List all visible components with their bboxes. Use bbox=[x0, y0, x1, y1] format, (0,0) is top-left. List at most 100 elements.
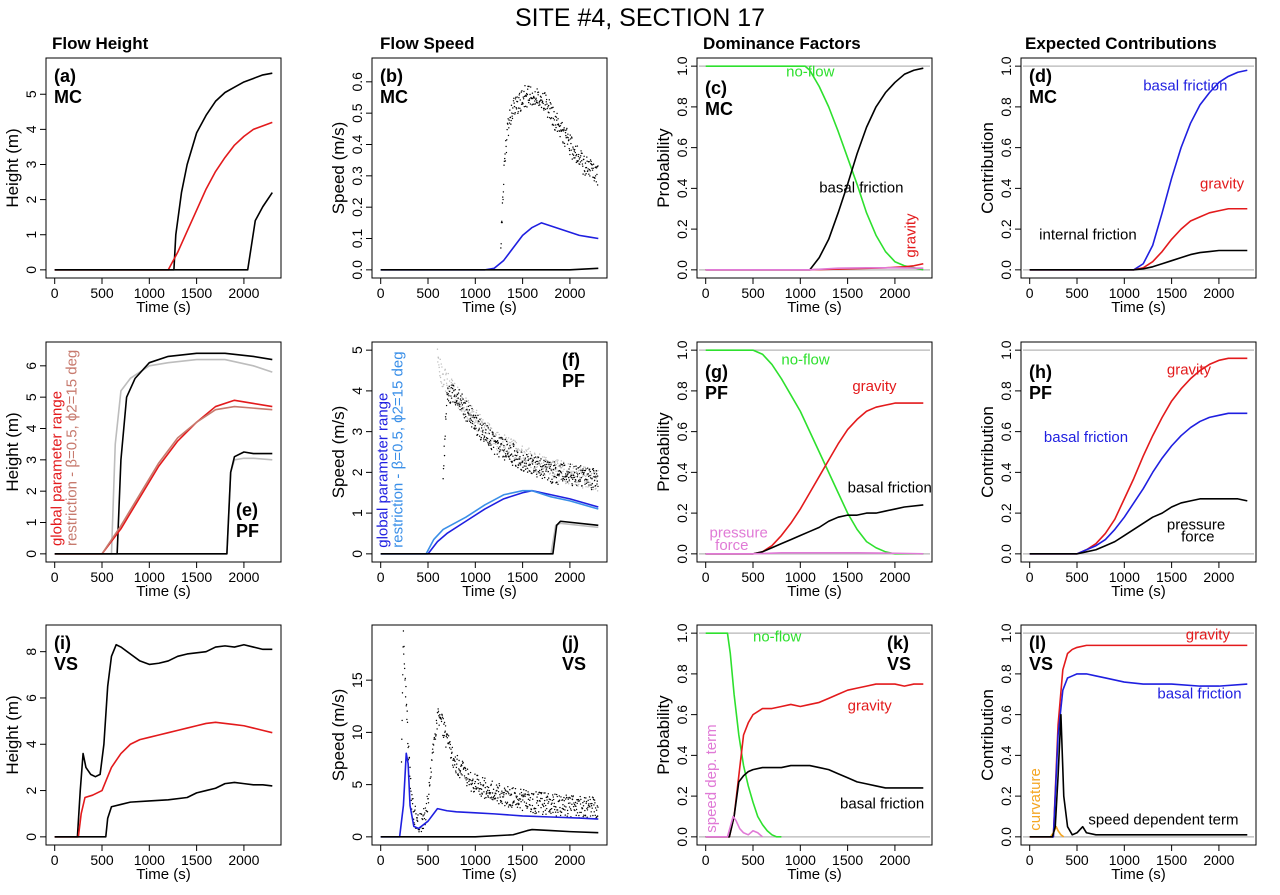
data-point bbox=[572, 795, 574, 797]
data-point bbox=[511, 461, 513, 463]
data-point bbox=[583, 469, 586, 472]
data-point bbox=[459, 408, 461, 411]
data-point bbox=[544, 460, 547, 463]
data-point bbox=[539, 474, 542, 477]
data-point bbox=[515, 803, 517, 806]
y-axis-label: Probability bbox=[654, 412, 673, 492]
data-point bbox=[571, 137, 573, 139]
data-point bbox=[595, 809, 598, 811]
data-point bbox=[446, 737, 448, 739]
data-point bbox=[544, 792, 546, 794]
data-point bbox=[544, 809, 547, 811]
data-point bbox=[530, 457, 532, 460]
data-point bbox=[403, 663, 406, 665]
data-point bbox=[489, 439, 492, 442]
data-point bbox=[523, 470, 525, 472]
data-point bbox=[501, 202, 504, 204]
y-tick-label: 0 bbox=[23, 266, 39, 274]
y-axis-label: Probability bbox=[654, 695, 673, 775]
data-point bbox=[483, 436, 485, 439]
data-point bbox=[486, 440, 489, 442]
data-point bbox=[574, 471, 576, 474]
method-label: MC bbox=[54, 87, 82, 107]
data-point bbox=[535, 98, 537, 101]
data-point bbox=[475, 419, 477, 421]
data-point bbox=[438, 715, 440, 717]
data-point bbox=[476, 430, 478, 432]
data-point bbox=[490, 784, 492, 787]
annotation-3: pressure bbox=[709, 525, 767, 542]
data-point bbox=[552, 798, 555, 801]
data-point bbox=[596, 805, 598, 807]
y-axis-label: Speed (m/s) bbox=[329, 122, 348, 215]
data-point bbox=[535, 469, 537, 471]
data-point bbox=[468, 413, 470, 415]
data-point bbox=[569, 808, 572, 810]
data-point bbox=[563, 478, 566, 481]
data-point bbox=[527, 806, 529, 808]
data-point bbox=[568, 796, 570, 799]
data-point bbox=[562, 462, 565, 465]
series-2-line bbox=[54, 781, 273, 838]
data-point bbox=[592, 797, 594, 799]
data-point bbox=[540, 469, 543, 472]
data-point bbox=[583, 474, 586, 477]
data-point bbox=[578, 814, 580, 817]
data-point bbox=[460, 410, 463, 412]
data-point bbox=[505, 437, 507, 439]
series-1-line bbox=[1029, 412, 1248, 555]
data-point bbox=[567, 471, 570, 473]
data-point bbox=[418, 829, 421, 831]
annotation-0: global parameter range bbox=[374, 393, 391, 548]
data-point bbox=[480, 427, 483, 429]
data-point bbox=[565, 806, 567, 808]
data-point bbox=[504, 447, 506, 450]
data-point bbox=[571, 478, 574, 481]
data-point bbox=[513, 801, 515, 804]
data-point bbox=[515, 108, 518, 110]
data-point bbox=[516, 458, 518, 461]
series-group bbox=[705, 632, 924, 838]
data-point bbox=[524, 460, 527, 463]
data-point bbox=[553, 473, 556, 475]
data-point bbox=[578, 483, 580, 486]
data-point bbox=[461, 760, 464, 762]
data-point bbox=[536, 457, 538, 460]
data-point bbox=[501, 790, 503, 792]
data-point bbox=[459, 398, 462, 400]
data-point bbox=[506, 439, 508, 441]
data-point bbox=[444, 725, 447, 727]
data-point bbox=[443, 734, 445, 737]
data-point bbox=[513, 450, 516, 452]
y-tick-label: 0.0 bbox=[998, 260, 1014, 280]
data-point bbox=[459, 771, 461, 773]
data-point bbox=[482, 423, 484, 425]
data-point bbox=[451, 387, 454, 390]
series-2-line bbox=[54, 192, 273, 271]
data-point bbox=[529, 98, 531, 100]
series-0-points bbox=[500, 85, 599, 249]
data-point bbox=[472, 778, 474, 780]
data-point bbox=[505, 450, 507, 453]
data-point bbox=[420, 830, 423, 833]
data-point bbox=[481, 433, 483, 436]
data-point bbox=[505, 145, 507, 148]
data-point bbox=[466, 409, 468, 411]
data-point bbox=[567, 483, 570, 485]
data-point bbox=[574, 801, 577, 804]
data-point bbox=[578, 479, 580, 482]
data-point bbox=[526, 106, 528, 108]
annotation-2: basal friction bbox=[840, 795, 924, 812]
data-point bbox=[542, 461, 545, 464]
data-point bbox=[401, 719, 403, 722]
data-point bbox=[570, 149, 572, 151]
data-point bbox=[511, 112, 513, 114]
data-point bbox=[568, 468, 570, 470]
data-point bbox=[571, 483, 573, 485]
data-point bbox=[513, 444, 515, 446]
data-point bbox=[507, 806, 510, 808]
data-point bbox=[503, 434, 506, 436]
data-point bbox=[531, 463, 534, 465]
